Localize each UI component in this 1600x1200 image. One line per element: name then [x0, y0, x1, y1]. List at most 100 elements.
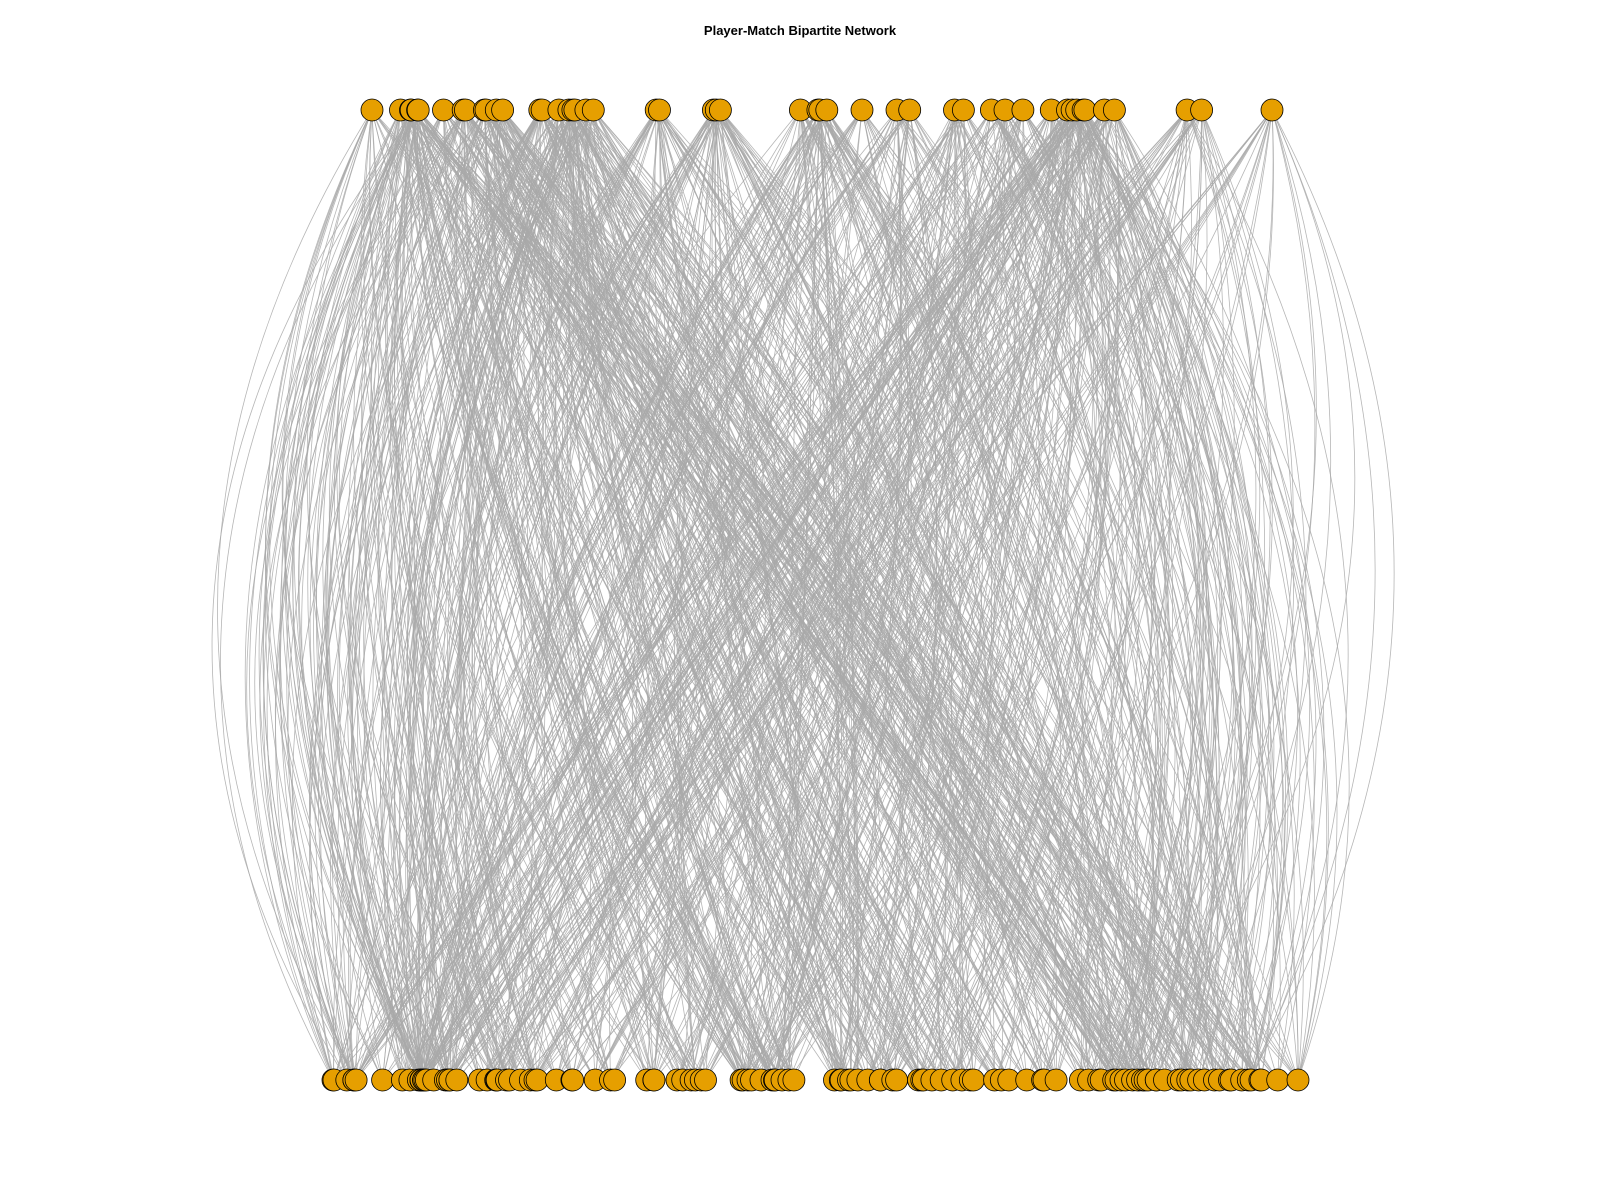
network-edge — [961, 109, 1108, 1081]
network-edge — [921, 109, 984, 1081]
network-edge — [433, 109, 1078, 1081]
network-edge — [826, 109, 1215, 1081]
network-edge — [529, 109, 1202, 1081]
network-edge — [705, 109, 1202, 1081]
network-edge — [994, 109, 1102, 1081]
edge-layer — [211, 109, 1395, 1081]
bottom-node — [642, 1068, 666, 1092]
top-node — [491, 98, 515, 122]
network-edge — [353, 109, 1084, 1081]
network-edge — [819, 109, 838, 1081]
network-edge — [520, 109, 1273, 1081]
network-edge — [594, 109, 1086, 1081]
network-edge — [834, 109, 1068, 1081]
network-edge — [1084, 109, 1234, 1081]
network-edge — [834, 109, 1084, 1081]
network-edge — [715, 109, 1043, 1081]
network-edge — [940, 109, 1111, 1081]
network-edge — [760, 109, 1105, 1081]
network-edge — [447, 109, 594, 1081]
network-edge — [258, 109, 419, 1081]
network-edge — [695, 109, 992, 1081]
network-edge — [456, 109, 1202, 1081]
network-edge — [286, 109, 419, 1081]
network-edge — [449, 109, 1068, 1081]
network-edge — [994, 109, 1135, 1081]
network-edge — [585, 109, 849, 1081]
network-edge — [1022, 109, 1220, 1081]
top-node — [432, 98, 455, 122]
network-edge — [332, 109, 1115, 1081]
network-edge — [420, 109, 1202, 1081]
network-edge — [676, 109, 955, 1081]
bottom-node — [525, 1068, 549, 1092]
network-edge — [456, 109, 1202, 1081]
network-edge — [287, 109, 497, 1081]
network-edge — [867, 109, 1273, 1081]
network-edge — [420, 109, 1273, 1081]
network-edge — [848, 109, 1188, 1081]
network-edge — [568, 109, 881, 1081]
bottom-node — [1044, 1068, 1068, 1092]
network-edge — [249, 109, 419, 1081]
network-edge — [1098, 109, 1207, 1081]
network-edge — [931, 109, 1202, 1081]
network-edge — [479, 109, 1073, 1081]
network-edge — [291, 109, 543, 1081]
network-edge — [774, 109, 911, 1081]
network-edge — [1114, 109, 1257, 1081]
network-edge — [353, 109, 1084, 1081]
top-node — [1260, 98, 1284, 122]
bottom-node — [603, 1068, 626, 1092]
network-edge — [506, 109, 1078, 1081]
network-edge — [1076, 109, 1261, 1081]
network-edge — [1247, 109, 1395, 1081]
network-edge — [682, 109, 821, 1081]
network-edge — [567, 109, 742, 1081]
network-edge — [592, 109, 1117, 1081]
network-edge — [740, 109, 1273, 1081]
network-edge — [418, 109, 1086, 1081]
network-edge — [326, 109, 485, 1081]
network-edge — [771, 109, 1273, 1081]
network-edge — [536, 109, 828, 1081]
network-edge — [420, 109, 1052, 1081]
network-edge — [217, 109, 373, 1081]
network-edge — [751, 109, 1086, 1081]
network-edge — [355, 109, 911, 1081]
network-edge — [308, 109, 497, 1081]
network-edge — [848, 109, 1084, 1081]
network-edge — [355, 109, 721, 1081]
network-edge — [420, 109, 1052, 1081]
network-edge — [409, 109, 1006, 1081]
network-edge — [742, 109, 1086, 1081]
network-edge — [409, 109, 911, 1081]
network-edge — [337, 109, 503, 1081]
network-edge — [529, 109, 1115, 1081]
network-edge — [264, 109, 411, 1081]
network-edge — [402, 109, 863, 1081]
network-edge — [1114, 109, 1270, 1081]
network-edge — [355, 109, 1188, 1081]
network-edge — [659, 109, 1192, 1081]
network-edge — [892, 109, 1009, 1081]
network-edge — [536, 109, 1273, 1081]
network-edge — [991, 109, 1278, 1081]
network-edge — [774, 109, 911, 1081]
network-edge — [555, 109, 1086, 1081]
network-edge — [445, 109, 1073, 1081]
network-edge — [879, 109, 1027, 1081]
network-edge — [867, 109, 1105, 1081]
network-edge — [455, 109, 721, 1081]
top-node-row — [360, 98, 1284, 122]
network-edge — [640, 109, 696, 1081]
network-edge — [332, 109, 657, 1081]
network-edge — [393, 109, 560, 1081]
network-edge — [923, 109, 1086, 1081]
network-edge — [402, 109, 1086, 1081]
network-edge — [417, 109, 881, 1081]
network-edge — [474, 109, 574, 1081]
network-edge — [1084, 109, 1236, 1081]
network-edge — [402, 109, 1084, 1081]
network-edge — [1026, 109, 1224, 1081]
